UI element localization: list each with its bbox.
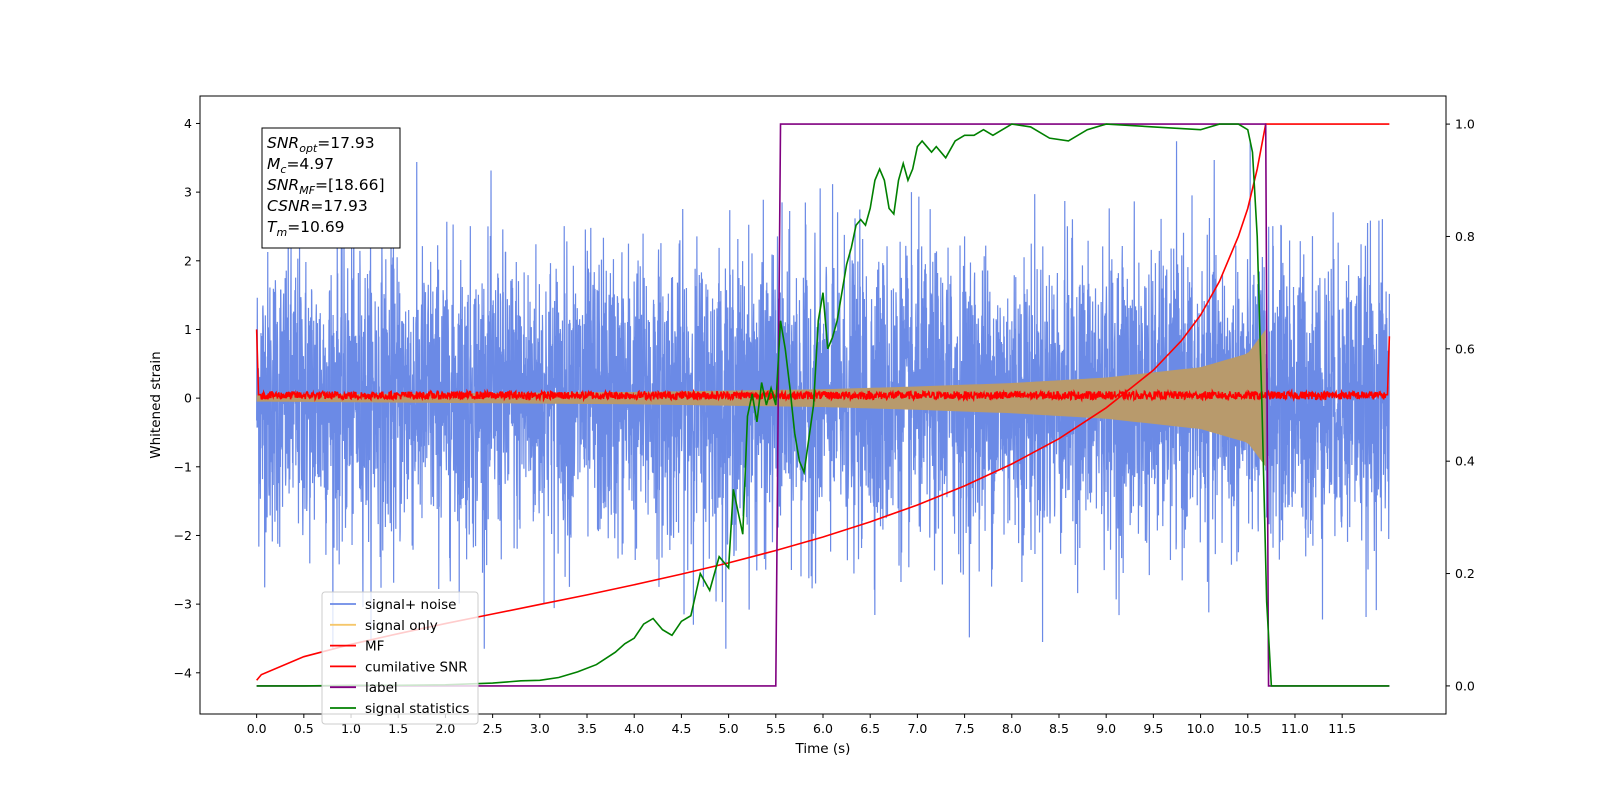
legend-label: label: [365, 680, 398, 696]
x-tick-label: 11.0: [1281, 721, 1309, 736]
info-line: Mc=4.97: [267, 155, 334, 176]
y-tick-label: −3: [174, 597, 192, 612]
x-tick-label: 2.5: [483, 721, 503, 736]
y2-tick-label: 0.6: [1455, 341, 1475, 356]
x-tick-label: 8.5: [1049, 721, 1069, 736]
info-line: CSNR=17.93: [267, 197, 368, 215]
x-tick-label: 9.0: [1096, 721, 1116, 736]
y-axis-right: 1.0 0.8 0.6 0.4 0.2 0.0: [1446, 117, 1475, 693]
y-tick-label: 1: [184, 322, 192, 337]
y-tick-label: −4: [174, 665, 192, 680]
series-mf: [255, 329, 1391, 403]
x-tick-label: 1.5: [388, 721, 408, 736]
x-tick-label: 0.0: [247, 721, 267, 736]
x-tick-label: 5.5: [766, 721, 786, 736]
x-tick-label: 6.5: [860, 721, 880, 736]
info-line: Tm=10.69: [267, 218, 345, 239]
legend-label: signal+ noise: [365, 597, 456, 613]
x-tick-label: 7.0: [907, 721, 927, 736]
y-axis-label: Whitened strain: [148, 351, 164, 458]
x-tick-label: 11.5: [1328, 721, 1356, 736]
x-tick-label: 6.0: [813, 721, 833, 736]
legend-label: signal only: [365, 618, 438, 634]
y2-tick-label: 0.2: [1455, 566, 1475, 581]
x-tick-label: 9.5: [1143, 721, 1163, 736]
x-axis: 0.0 0.5 1.0 1.5 2.0 2.5 3.0 3.5 4.0 4.5 5.0 5.5 6.0 6…: [247, 714, 1356, 736]
x-tick-label: 0.5: [294, 721, 314, 736]
info-box-frame: [261, 127, 401, 249]
x-tick-label: 8.0: [1002, 721, 1022, 736]
info-line: SNRMF=[18.66]: [267, 176, 385, 197]
y-tick-label: −1: [174, 459, 192, 474]
y-axis-left: 4 3 2 1 0 −1 −2 −3 −4: [174, 116, 200, 680]
x-tick-label: 1.0: [341, 721, 361, 736]
legend-label: MF: [365, 639, 384, 655]
x-tick-label: 3.5: [577, 721, 597, 736]
info-line: SNRopt=17.93: [267, 134, 375, 155]
x-tick-label: 4.0: [624, 721, 644, 736]
x-tick-label: 4.5: [671, 721, 691, 736]
y2-tick-label: 0.0: [1455, 678, 1475, 693]
legend-frame: [321, 591, 479, 725]
x-tick-label: 10.5: [1234, 721, 1262, 736]
y-tick-label: 3: [184, 185, 192, 200]
y-tick-label: 0: [184, 391, 192, 406]
x-tick-label: 7.5: [955, 721, 975, 736]
y2-tick-label: 0.8: [1455, 229, 1475, 244]
legend-label: cumilative SNR: [365, 659, 468, 675]
y-tick-label: −2: [174, 528, 192, 543]
x-tick-label: 5.0: [719, 721, 739, 736]
x-tick-label: 10.0: [1187, 721, 1215, 736]
x-tick-label: 2.0: [435, 721, 455, 736]
legend-label: signal statistics: [365, 701, 469, 717]
legend: signal+ noise signal only MF cumilative SNR…: [321, 591, 479, 725]
y-tick-label: 2: [184, 253, 192, 268]
x-tick-label: 3.0: [530, 721, 550, 736]
info-box: SNRopt=17.93Mc=4.97SNRMF=[18.66]CSNR=17.…: [261, 127, 401, 249]
y2-tick-label: 0.4: [1455, 454, 1475, 469]
y-tick-label: 4: [184, 116, 192, 131]
x-axis-label: Time (s): [795, 741, 851, 757]
y2-tick-label: 1.0: [1455, 117, 1475, 132]
series-signal-statistics: [256, 123, 1390, 687]
